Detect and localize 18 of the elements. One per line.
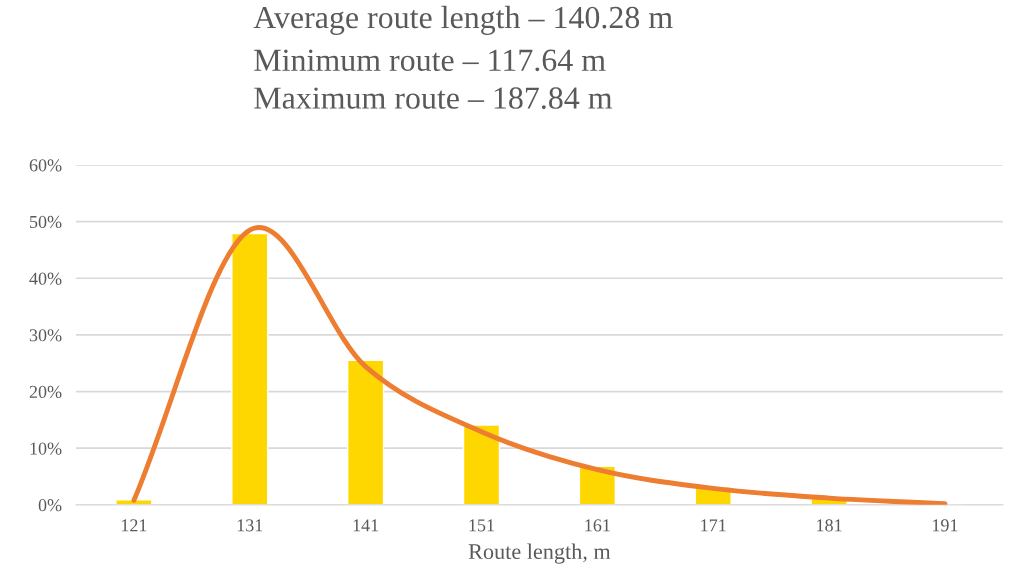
chart-title: Average route length – 140.28 m bbox=[253, 5, 673, 35]
x-tick-label: 191 bbox=[932, 519, 958, 532]
x-tick-label: 121 bbox=[121, 519, 147, 532]
y-tick-label: 60% bbox=[29, 159, 62, 172]
y-tick-label: 50% bbox=[30, 215, 62, 229]
y-tick-label: 40% bbox=[29, 272, 62, 285]
y-tick-label: 10% bbox=[30, 442, 62, 455]
x-tick-label: 161 bbox=[585, 519, 610, 532]
x-tick-label: 141 bbox=[353, 519, 379, 532]
x-tick-label: 131 bbox=[237, 519, 263, 532]
y-tick-label: 20% bbox=[29, 385, 62, 399]
x-axis-title: Route length, m bbox=[468, 543, 611, 564]
x-tick-label: 171 bbox=[701, 519, 726, 532]
y-tick-label: 30% bbox=[29, 329, 62, 342]
x-tick-label: 181 bbox=[817, 519, 842, 532]
y-tick-label: 0% bbox=[38, 499, 62, 512]
chart-subtitle: Minimum route – 117.64 m Maximum route – 187.84 m bbox=[254, 49, 613, 110]
x-tick-label: 151 bbox=[469, 519, 494, 532]
